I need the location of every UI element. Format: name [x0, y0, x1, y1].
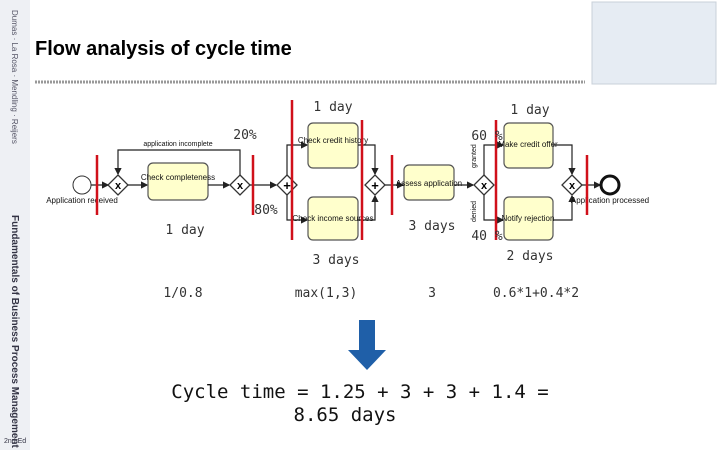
annotation: 2 days — [507, 249, 554, 264]
task-label: Check income sources — [293, 214, 374, 223]
svg-text:x: x — [115, 180, 122, 192]
edge-label: granted — [471, 144, 478, 168]
edge-label: denied — [471, 201, 478, 222]
end-event — [599, 174, 621, 196]
sidebar-authors: Dumas · La Rosa · Mendling · Reijers — [10, 10, 19, 144]
sidebar-book: Fundamentals of Business Process Managem… — [9, 215, 20, 449]
decor-image — [591, 1, 717, 85]
task-label: Check completeness — [141, 173, 215, 182]
svg-text:x: x — [481, 180, 488, 192]
task-label: Make credit offer — [498, 140, 558, 149]
annotation: 1 day — [165, 223, 204, 238]
svg-text:x: x — [237, 180, 244, 192]
annotation: 3 days — [313, 253, 360, 268]
task-label: Check credit history — [298, 136, 368, 145]
formula: max(1,3) — [295, 286, 358, 301]
edge-label: application incomplete — [143, 141, 212, 148]
svg-text:+: + — [371, 178, 379, 193]
sidebar — [0, 0, 30, 450]
task-label: Notify rejection — [502, 214, 555, 223]
annotation: 40 % — [471, 229, 502, 244]
sidebar-edition: 2nd Ed — [4, 438, 26, 445]
svg-text:+: + — [283, 178, 291, 193]
task-label: Assess application — [396, 179, 462, 188]
annotation: 80% — [254, 203, 278, 218]
annotations: 1 day 1 day 20% 60 % 80% 1 day 3 days 40… — [163, 100, 579, 301]
start-label: Application received — [46, 196, 118, 205]
formula: 3 — [428, 286, 436, 301]
annotation: 3 days — [409, 219, 456, 234]
annotation: 60 % — [471, 129, 502, 144]
down-arrow — [348, 320, 386, 370]
start-event — [72, 175, 92, 195]
title: Flow analysis of cycle time — [35, 38, 292, 60]
annotation: 20% — [233, 128, 257, 143]
result-line: 8.65 days — [294, 404, 397, 426]
formula: 0.6*1+0.4*2 — [493, 286, 579, 301]
bpmn-diagram: Application received x Check completenes… — [46, 100, 649, 241]
red-markers — [95, 100, 589, 240]
annotation: 1 day — [313, 100, 352, 115]
end-label: Application processed — [571, 196, 649, 205]
svg-text:x: x — [569, 180, 576, 192]
annotation: 1 day — [510, 103, 549, 118]
result-line: Cycle time = 1.25 + 3 + 3 + 1.4 = — [171, 381, 549, 403]
formula: 1/0.8 — [163, 286, 202, 301]
